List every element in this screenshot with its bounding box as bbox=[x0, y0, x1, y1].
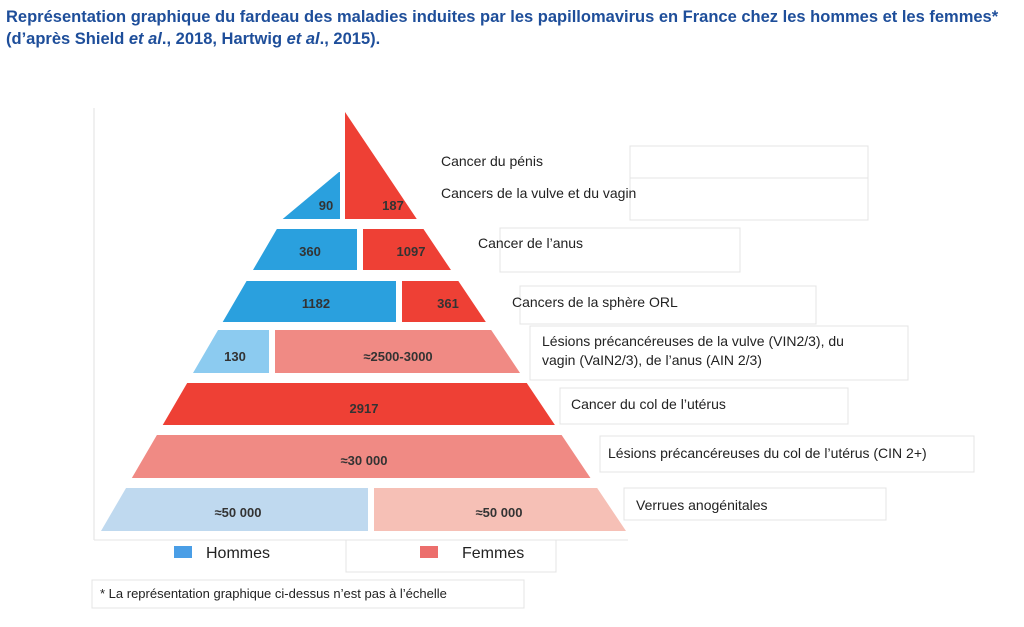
pyramid-segment-hommes-lesions-precancereuses-de-la-vulve-vin2- bbox=[193, 330, 269, 373]
category-label-cancer-du-penis: Cancer du pénis bbox=[441, 153, 543, 169]
pyramid-segment-femmes-verrues-anogenitales bbox=[374, 488, 626, 531]
segment-value-femmes-cancer-de-l-anus: 1097 bbox=[397, 244, 426, 259]
pyramid-segment-hommes-cancers-de-la-vulve-et-du-vagin bbox=[282, 172, 340, 219]
pyramid-segment-femmes-cancer-du-col-de-l-uterus bbox=[162, 383, 555, 425]
segment-value-hommes-cancers-de-la-vulve-et-du-vagin: 90 bbox=[319, 198, 333, 213]
pyramid-segment-femmes-lesions-precancereuses-du-col-de-l-uteru bbox=[131, 435, 591, 478]
segment-value-hommes-cancer-de-l-anus: 360 bbox=[299, 244, 321, 259]
segment-value-hommes-verrues-anogenitales: ≈50 000 bbox=[215, 505, 262, 520]
pyramid-segment-femmes-cancer-de-l-anus bbox=[363, 229, 451, 270]
pyramid-segment-femmes-cancers-de-la-vulve-et-du-vagin bbox=[345, 112, 417, 219]
legend-swatch-hommes bbox=[174, 546, 192, 558]
segment-value-hommes-cancers-de-la-sphere-orl: 1182 bbox=[302, 296, 330, 311]
category-label-cancers-de-la-vulve-et-du-vagin: Cancers de la vulve et du vagin bbox=[441, 185, 636, 201]
category-label-cancer-du-col-de-l-uterus: Cancer du col de l’utérus bbox=[571, 396, 726, 412]
pyramid-segment-femmes-lesions-precancereuses-de-la-vulve-vin2- bbox=[275, 330, 521, 373]
segment-value-femmes-cancers-de-la-sphere-orl: 361 bbox=[437, 296, 459, 311]
category-label-lesions-precancereuses-du-col-de-l-uteru: Lésions précancéreuses du col de l’utéru… bbox=[608, 445, 927, 461]
legend-swatch-femmes bbox=[420, 546, 438, 558]
pyramid-segment-hommes-verrues-anogenitales bbox=[101, 488, 368, 531]
category-label-lesions-precancereuses-de-la-vulve-vin2-: Lésions précancéreuses de la vulve (VIN2… bbox=[542, 333, 844, 368]
category-label-verrues-anogenitales: Verrues anogénitales bbox=[636, 497, 768, 513]
pyramid-segment-hommes-cancers-de-la-sphere-orl bbox=[222, 281, 396, 322]
segment-value-femmes-lesions-precancereuses-de-la-vulve-vin2-: ≈2500-3000 bbox=[363, 349, 432, 364]
category-label-cancer-de-l-anus: Cancer de l’anus bbox=[478, 235, 583, 251]
chart-title: Représentation graphique du fardeau des … bbox=[6, 8, 999, 48]
segment-value-femmes-lesions-precancereuses-du-col-de-l-uteru: ≈30 000 bbox=[341, 453, 388, 468]
pyramid-segment-hommes-cancer-de-l-anus bbox=[252, 229, 357, 270]
legend-label-hommes: Hommes bbox=[206, 545, 270, 562]
pyramid-segment-femmes-cancers-de-la-sphere-orl bbox=[402, 281, 486, 322]
legend-label-femmes: Femmes bbox=[462, 545, 524, 562]
segment-value-femmes-cancers-de-la-vulve-et-du-vagin: 187 bbox=[382, 198, 404, 213]
segment-value-femmes-verrues-anogenitales: ≈50 000 bbox=[476, 505, 523, 520]
category-label-cancers-de-la-sphere-orl: Cancers de la sphère ORL bbox=[512, 294, 678, 310]
segment-value-hommes-lesions-precancereuses-de-la-vulve-vin2-: 130 bbox=[224, 349, 246, 364]
segment-value-femmes-cancer-du-col-de-l-uterus: 2917 bbox=[350, 401, 379, 416]
footnote: * La représentation graphique ci-dessus … bbox=[100, 586, 447, 601]
